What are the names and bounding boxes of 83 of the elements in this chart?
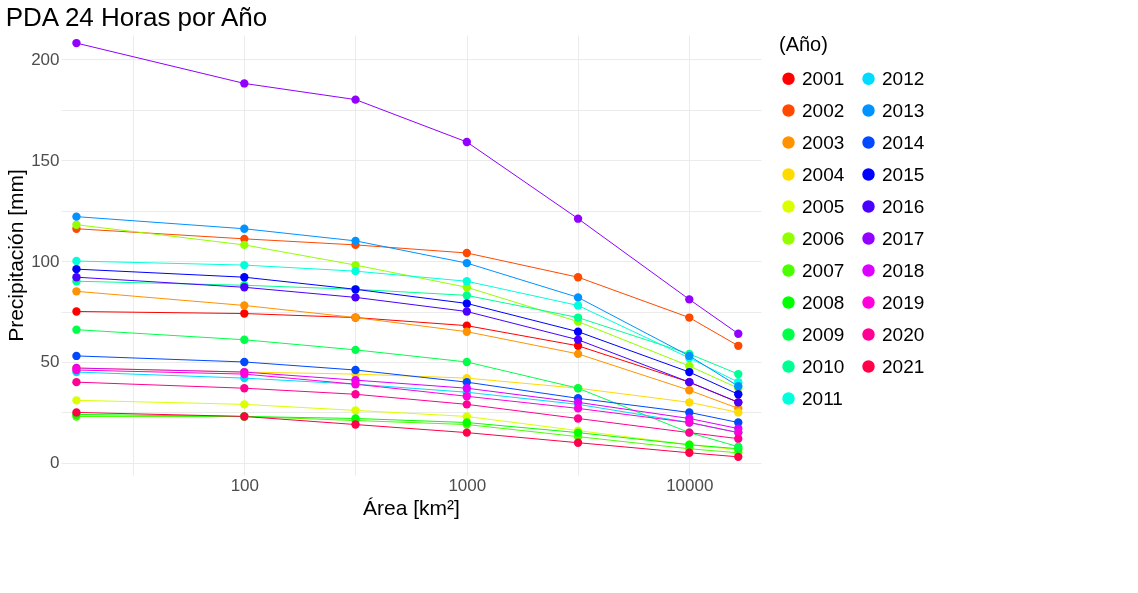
point (240, 400, 249, 409)
point (240, 240, 249, 250)
point (685, 386, 694, 395)
legend-label: 2008 (802, 291, 845, 313)
legend-label: 2006 (802, 227, 845, 249)
point (462, 392, 471, 401)
legend-label: 2014 (882, 131, 925, 153)
legend-label: 2007 (802, 259, 845, 281)
y-axis-title: Precipitación [mm] (4, 169, 28, 342)
point (462, 299, 471, 308)
chart-title: PDA 24 Horas por Año (5, 2, 268, 32)
legend-label: 2021 (882, 355, 925, 377)
point (240, 301, 249, 310)
point (685, 448, 694, 457)
point (685, 313, 694, 322)
y-tick-label: 150 (31, 150, 60, 170)
y-tick-label: 0 (50, 453, 60, 473)
y-tick-label: 200 (31, 49, 60, 69)
point (573, 327, 583, 336)
legend-label: 2003 (802, 131, 845, 153)
point (351, 345, 360, 355)
legend-label: 2016 (882, 195, 925, 217)
point (462, 384, 471, 393)
point (573, 313, 583, 322)
legend-label: 2020 (882, 323, 925, 345)
legend-label: 2001 (802, 67, 845, 89)
point (240, 260, 249, 270)
point (240, 79, 249, 88)
point (462, 428, 471, 437)
point (240, 273, 249, 282)
point (573, 214, 583, 223)
y-tick-label: 100 (31, 251, 60, 271)
point (573, 335, 583, 344)
legend-label: 2002 (802, 99, 845, 121)
point (351, 95, 360, 104)
point (351, 236, 360, 246)
point (240, 357, 249, 367)
point (351, 390, 360, 399)
legend-label: 2013 (882, 99, 925, 121)
point (351, 365, 360, 375)
point (462, 307, 471, 316)
point (351, 420, 360, 429)
y-tick-label: 50 (40, 352, 60, 372)
legend-label: 2004 (802, 163, 845, 185)
legend-label: 2011 (802, 387, 843, 409)
point (240, 384, 249, 393)
legend-title: (Año) (779, 33, 828, 55)
point (462, 137, 471, 147)
legend-label: 2012 (882, 67, 925, 89)
x-axis-title: Área [km²] (363, 495, 460, 519)
legend-label: 2018 (882, 259, 925, 281)
point (685, 295, 694, 304)
point (462, 248, 471, 258)
legend-label: 2009 (802, 323, 845, 345)
legend-label: 2019 (882, 291, 925, 313)
point (351, 406, 360, 415)
point (462, 277, 471, 286)
point (462, 327, 471, 336)
point (462, 291, 471, 300)
point (573, 301, 583, 310)
x-tick-label: 100 (230, 475, 259, 495)
x-tick-label: 1000 (448, 475, 487, 495)
point (240, 309, 249, 318)
point (240, 335, 249, 344)
point (573, 293, 583, 302)
legend-label: 2017 (882, 227, 925, 249)
point (462, 357, 471, 367)
point (573, 273, 583, 282)
point (685, 367, 694, 377)
point (685, 398, 694, 407)
point (573, 404, 583, 413)
point (462, 258, 471, 268)
x-tick-label: 10000 (666, 475, 714, 495)
point (351, 293, 360, 302)
legend-label: 2015 (882, 163, 925, 185)
point (351, 266, 360, 276)
point (462, 400, 471, 409)
legend-label: 2005 (802, 195, 845, 217)
point (573, 438, 583, 447)
legend-label: 2010 (802, 355, 845, 377)
point (240, 224, 249, 233)
point (573, 349, 583, 359)
point (573, 414, 583, 423)
